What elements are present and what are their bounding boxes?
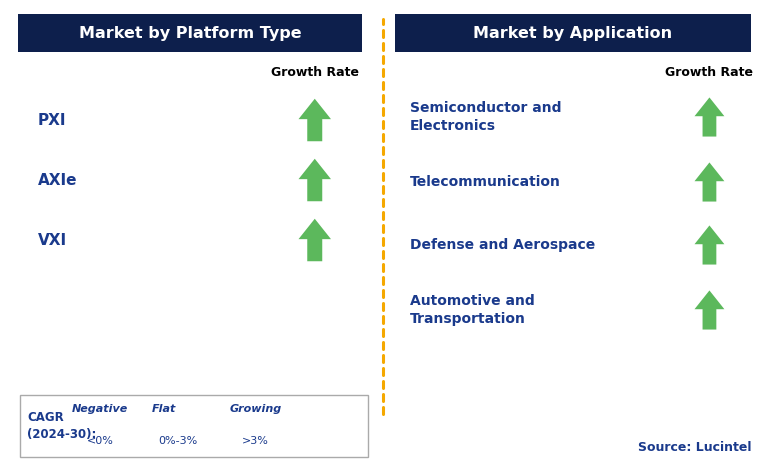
- Text: Source: Lucintel: Source: Lucintel: [638, 440, 751, 454]
- Text: Growth Rate: Growth Rate: [270, 66, 358, 78]
- Text: CAGR
(2024-30):: CAGR (2024-30):: [27, 411, 97, 441]
- Polygon shape: [695, 162, 725, 202]
- Text: PXI: PXI: [38, 113, 67, 128]
- Text: Market by Application: Market by Application: [473, 25, 673, 40]
- Polygon shape: [695, 98, 725, 136]
- Text: <0%: <0%: [87, 436, 113, 446]
- FancyBboxPatch shape: [18, 14, 362, 52]
- Polygon shape: [116, 414, 136, 438]
- Polygon shape: [695, 226, 725, 265]
- Text: Telecommunication: Telecommunication: [410, 175, 561, 189]
- Polygon shape: [299, 159, 331, 201]
- Text: Automotive and
Transportation: Automotive and Transportation: [410, 294, 535, 326]
- Text: Negative: Negative: [72, 404, 128, 414]
- Text: Market by Platform Type: Market by Platform Type: [79, 25, 301, 40]
- FancyBboxPatch shape: [394, 14, 751, 52]
- Text: Flat: Flat: [152, 404, 176, 414]
- FancyBboxPatch shape: [20, 395, 368, 457]
- Text: AXIe: AXIe: [38, 173, 77, 188]
- Polygon shape: [299, 99, 331, 141]
- Polygon shape: [695, 290, 725, 330]
- Text: 0%-3%: 0%-3%: [159, 436, 198, 446]
- Text: Semiconductor and
Electronics: Semiconductor and Electronics: [410, 101, 561, 133]
- Text: Growing: Growing: [230, 404, 282, 414]
- Polygon shape: [299, 219, 331, 261]
- Polygon shape: [270, 412, 293, 440]
- Text: Growth Rate: Growth Rate: [666, 66, 754, 78]
- Text: Defense and Aerospace: Defense and Aerospace: [410, 238, 595, 252]
- Text: VXI: VXI: [38, 233, 67, 248]
- Polygon shape: [192, 412, 224, 439]
- Text: >3%: >3%: [242, 436, 269, 446]
